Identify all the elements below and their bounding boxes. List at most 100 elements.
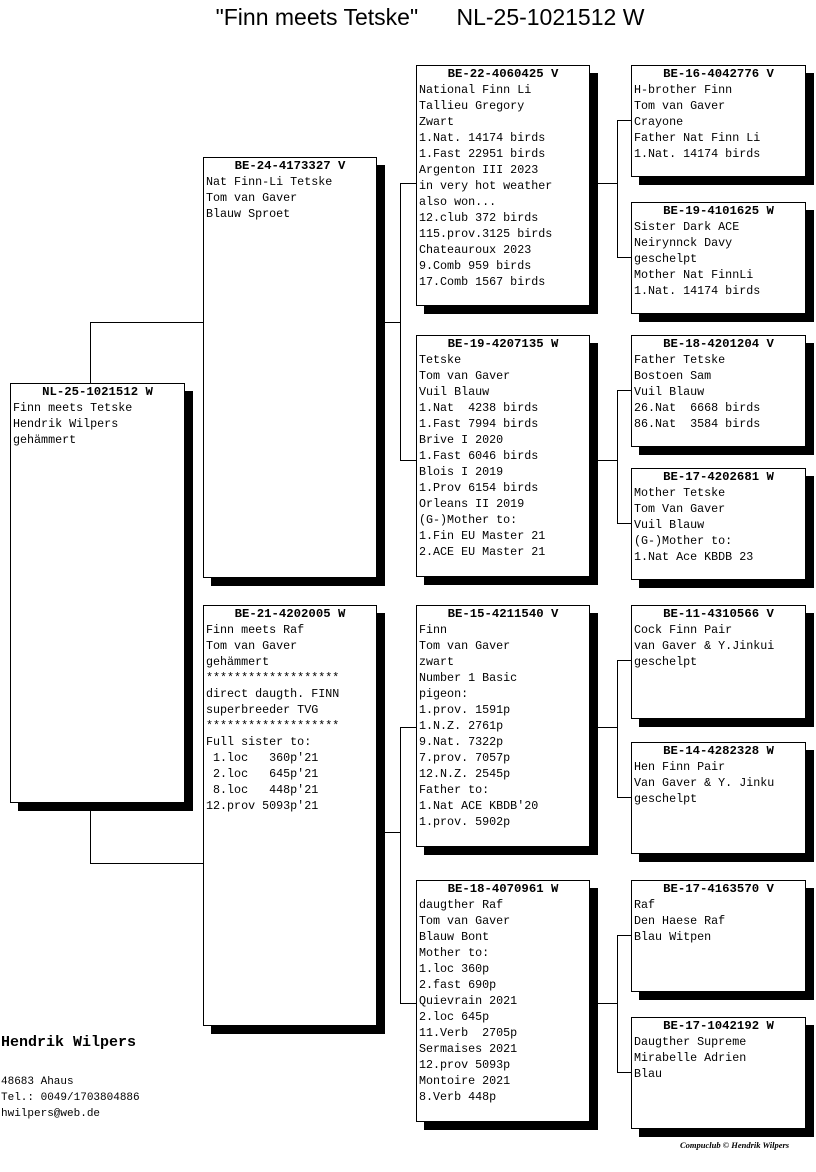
pigeon-info-line: Van Gaver & Y. Jinku	[634, 776, 775, 790]
pigeon-info-line: 2.loc 645p	[419, 1010, 490, 1024]
pigeon-info-line: Cock Finn Pair	[634, 623, 733, 637]
ring-number: BE-22-4060425 V	[447, 67, 559, 81]
pigeon-info-line: geschelpt	[634, 792, 698, 806]
connector-line	[90, 802, 91, 863]
pigeon-card-dss: BE-11-4310566 V Cock Finn Pair van Gaver &…	[631, 605, 806, 719]
ring-number: BE-19-4207135 W	[447, 337, 559, 351]
pigeon-info-line: 1.loc 360p	[419, 962, 490, 976]
connector-line	[589, 727, 617, 728]
pigeon-card-ddd: BE-17-1042192 W Daugther Supreme Mirabelle…	[631, 1017, 806, 1129]
pigeon-card-ds: BE-15-4211540 V Finn Tom van Gaver zwart Num…	[416, 605, 590, 847]
pigeon-info-line: 12.prov 5093p'21	[206, 799, 319, 813]
ring-number: BE-11-4310566 V	[663, 607, 774, 621]
owner-phone: Tel.: 0049/1703804886	[1, 1092, 140, 1104]
credit-footer: Compuclub © Hendrik Wilpers	[680, 1140, 790, 1150]
pigeon-info-line: 2.loc 645p'21	[206, 767, 319, 781]
pigeon-info-line: 1.prov. 5902p	[419, 815, 511, 829]
pigeon-info-line: Mother Tetske	[634, 486, 726, 500]
pigeon-card-dam: BE-21-4202005 W Finn meets Raf Tom van Gav…	[203, 605, 377, 1026]
page-title: "Finn meets Tetske" NL-25-1021512 W	[215, 4, 645, 30]
pigeon-card-root: NL-25-1021512 W Finn meets Tetske Hendrik …	[10, 383, 185, 803]
connector-line	[617, 390, 631, 391]
ring-number: BE-18-4070961 W	[447, 882, 559, 896]
pigeon-card-dds: BE-17-4163570 V Raf Den Haese Raf Blau Witp…	[631, 880, 806, 992]
connector-line	[589, 460, 617, 461]
connector-line	[400, 460, 416, 461]
pigeon-info-line: geschelpt	[634, 655, 698, 669]
pigeon-card-dd: BE-18-4070961 W daugther Raf Tom van Gaver…	[416, 880, 590, 1122]
pigeon-info-line: Hendrik Wilpers	[13, 417, 119, 431]
ring-number: BE-21-4202005 W	[234, 607, 346, 621]
pigeon-info-line: 1.Fin EU Master 21	[419, 529, 546, 543]
connector-line	[617, 797, 631, 798]
pigeon-info-line: 8.loc 448p'21	[206, 783, 319, 797]
pigeon-info-line: Father to:	[419, 783, 490, 797]
pigeon-info-line: Sermaises 2021	[419, 1042, 518, 1056]
pigeon-info-line: Hen Finn Pair	[634, 760, 726, 774]
connector-line	[589, 183, 617, 184]
connector-line	[617, 1072, 631, 1073]
pigeon-info-line: superbreeder TVG	[206, 703, 319, 717]
pigeon-info-line: 7.prov. 7057p	[419, 751, 511, 765]
pigeon-info-line: Father Nat Finn Li	[634, 131, 761, 145]
pigeon-info-line: Brive I 2020	[419, 433, 504, 447]
connector-line	[617, 120, 631, 121]
connector-line	[617, 660, 631, 661]
ring-number: BE-19-4101625 W	[663, 204, 774, 218]
ring-number: BE-16-4042776 V	[663, 67, 774, 81]
pigeon-info-line: 9.Comb 959 birds	[419, 259, 532, 273]
pigeon-info-line: (G-)Mother to:	[634, 534, 733, 548]
pigeon-info-line: 1.Prov 6154 birds	[419, 481, 539, 495]
pigeon-info-line: Vuil Blauw	[419, 385, 490, 399]
pigeon-info-line: 1.Nat 4238 birds	[419, 401, 539, 415]
connector-line	[589, 1003, 617, 1004]
pigeon-info-line: Mother Nat FinnLi	[634, 268, 754, 282]
connector-line	[400, 1003, 416, 1004]
pigeon-info-line: 1.Fast 6046 birds	[419, 449, 539, 463]
pigeon-info-line: Tom van Gaver	[419, 369, 511, 383]
pigeon-info-line: Vuil Blauw	[634, 385, 705, 399]
connector-line	[400, 727, 416, 728]
pigeon-card-ss: BE-22-4060425 V National Finn Li Tallieu G…	[416, 65, 590, 306]
connector-line	[400, 183, 416, 184]
pigeon-info-line: 12.prov 5093p	[419, 1058, 511, 1072]
pigeon-info-line: Tallieu Gregory	[419, 99, 525, 113]
pigeon-info-line: Finn	[419, 623, 448, 637]
pigeon-info-line: Blauw Bont	[419, 930, 490, 944]
pigeon-info-line: 1.loc 360p'21	[206, 751, 319, 765]
pigeon-info-line: Sister Dark ACE	[634, 220, 740, 234]
pigeon-info-line: gehämmert	[206, 655, 270, 669]
connector-line	[617, 935, 618, 1072]
connector-line	[376, 832, 400, 833]
pigeon-info-line: daugther Raf	[419, 898, 504, 912]
pigeon-info-line: 9.Nat. 7322p	[419, 735, 504, 749]
pigeon-info-line: Tom van Gaver	[419, 914, 511, 928]
pigeon-card-sds: BE-18-4201204 V Father Tetske Bostoen Sam V…	[631, 335, 806, 447]
pigeon-info-line: Nat Finn-Li Tetske	[206, 175, 333, 189]
pigeon-info-line: Tom van Gaver	[419, 639, 511, 653]
pigeon-info-line: Blau Witpen	[634, 930, 712, 944]
connector-line	[617, 935, 631, 936]
pigeon-info-line: Blauw Sproet	[206, 207, 291, 221]
pigeon-info-line: 2.fast 690p	[419, 978, 497, 992]
connector-line	[617, 660, 618, 797]
pigeon-info-line: Raf	[634, 898, 656, 912]
pigeon-info-line: 1.Nat Ace KBDB 23	[634, 550, 754, 564]
pigeon-info-line: 1.Nat. 14174 birds	[634, 284, 761, 298]
pigeon-info-line: 1.Fast 22951 birds	[419, 147, 546, 161]
connector-line	[617, 523, 631, 524]
connector-line	[617, 257, 631, 258]
pigeon-info-line: pigeon:	[419, 687, 469, 701]
pigeon-info-line: Crayone	[634, 115, 684, 129]
ring-number: BE-17-1042192 W	[663, 1019, 774, 1033]
ring-number: BE-18-4201204 V	[663, 337, 774, 351]
pigeon-info-line: 1.prov. 1591p	[419, 703, 511, 717]
pigeon-info-line: (G-)Mother to:	[419, 513, 518, 527]
owner-email: hwilpers@web.de	[1, 1108, 101, 1120]
pigeon-info-line: *******************	[206, 719, 340, 733]
pigeon-card-dsd: BE-14-4282328 W Hen Finn Pair Van Gaver & …	[631, 742, 806, 854]
pigeon-info-line: Montoire 2021	[419, 1074, 511, 1088]
pigeon-info-line: Den Haese Raf	[634, 914, 726, 928]
connector-line	[90, 863, 203, 864]
